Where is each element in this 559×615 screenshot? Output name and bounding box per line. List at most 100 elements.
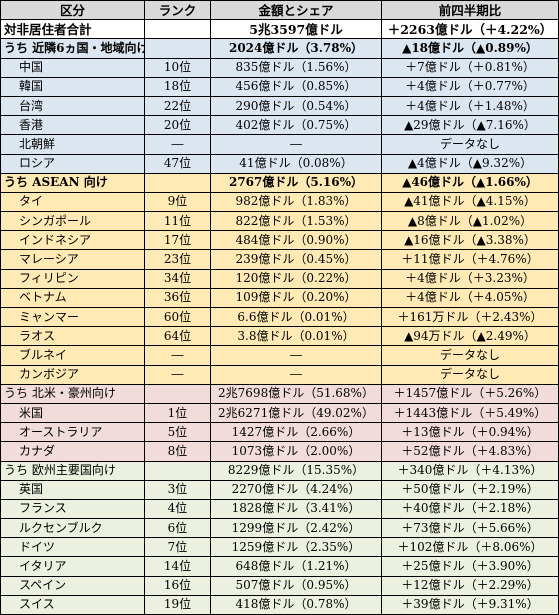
category-cell: イタリア <box>0 556 145 577</box>
amount-cell: 120億ドル（0.22%） <box>210 268 382 289</box>
category-cell: ミャンマー <box>0 306 145 328</box>
change-cell: ＋13億ドル（＋0.94%） <box>381 422 559 443</box>
category-cell: ベトナム <box>0 287 145 309</box>
table-row: 台湾 22位 290億ドル（0.54%） ＋4億ドル（＋1.48%） <box>0 95 559 117</box>
table-row: フランス 4位 1828億ドル（3.41%） ＋40億ドル（＋2.18%） <box>0 498 559 520</box>
header-row: 区分 ランク 金額とシェア 前四半期比 <box>0 0 559 21</box>
amount-cell: 2767億ドル（5.16%） <box>210 172 382 193</box>
table-row: 米国 1位 2兆6271億ドル（49.02%） ＋1443億ドル（＋5.49%） <box>0 402 559 424</box>
amount-cell: 3.8億ドル（0.01%） <box>210 326 382 347</box>
rank-cell: 14位 <box>144 556 211 577</box>
change-cell: ＋4億ドル（＋4.05%） <box>381 287 559 309</box>
amount-cell: 1828億ドル（3.41%） <box>210 498 382 520</box>
category-cell: 対非居住者合計 <box>0 19 145 40</box>
amount-cell: 2兆7698億ドル（51.68%） <box>210 383 382 404</box>
table-row: カンボジア ― ― データなし <box>0 364 559 385</box>
table-row: フィリピン 34位 120億ドル（0.22%） ＋4億ドル（＋3.23%） <box>0 268 559 289</box>
change-cell: ＋12億ドル（＋2.29%） <box>381 575 559 596</box>
rank-cell: 5位 <box>144 422 211 443</box>
total-row: 対非居住者合計 5兆3597億ドル ＋2263億ドル（＋4.22%） <box>0 19 559 40</box>
change-cell: ＋40億ドル（＋2.18%） <box>381 498 559 520</box>
change-cell: ＋39億ドル（＋9.31%） <box>381 594 559 615</box>
change-cell: ＋340億ドル（＋4.13%） <box>381 460 559 481</box>
change-cell: ▲16億ドル（▲3.38%） <box>381 230 559 251</box>
category-cell: ドイツ <box>0 537 145 558</box>
category-cell: カナダ <box>0 441 145 462</box>
table-row: ドイツ 7位 1259億ドル（2.35%） ＋102億ドル（＋8.06%） <box>0 537 559 558</box>
change-cell: データなし <box>381 364 559 385</box>
rank-cell: 8位 <box>144 441 211 462</box>
category-cell: うち 北米・豪州向け <box>0 383 145 404</box>
amount-cell: 8229億ドル（15.35%） <box>210 460 382 481</box>
category-cell: 韓国 <box>0 76 145 97</box>
category-cell: 米国 <box>0 402 145 424</box>
header-rank: ランク <box>144 0 211 21</box>
change-cell: ＋2263億ドル（＋4.22%） <box>381 19 559 40</box>
header-amount-share: 金額とシェア <box>210 0 382 21</box>
rank-cell: 19位 <box>144 594 211 615</box>
change-cell: ＋52億ドル（＋4.83%） <box>381 441 559 462</box>
category-cell: 北朝鮮 <box>0 134 145 155</box>
table-row: ルクセンブルク 6位 1299億ドル（2.42%） ＋73億ドル（＋5.66%） <box>0 518 559 539</box>
change-cell: データなし <box>381 134 559 155</box>
header-qoq-change: 前四半期比 <box>381 0 559 21</box>
rank-cell: 10位 <box>144 57 211 78</box>
table-row: ミャンマー 60位 6.6億ドル（0.01%） ＋161万ドル（＋2.43%） <box>0 306 559 328</box>
category-cell: フィリピン <box>0 268 145 289</box>
change-cell: ＋25億ドル（＋3.90%） <box>381 556 559 577</box>
amount-cell: 1427億ドル（2.66%） <box>210 422 382 443</box>
group-row: うち 近隣6ヵ国・地域向け 2024億ドル（3.78%） ▲18億ドル（▲0.89%… <box>0 38 559 59</box>
table-row: 香港 20位 402億ドル（0.75%） ▲29億ドル（▲7.16%） <box>0 115 559 136</box>
amount-cell: 109億ドル（0.20%） <box>210 287 382 309</box>
amount-cell: 2270億ドル（4.24%） <box>210 479 382 500</box>
category-cell: ラオス <box>0 326 145 347</box>
category-cell: 台湾 <box>0 95 145 117</box>
table-body: 対非居住者合計 5兆3597億ドル ＋2263億ドル（＋4.22%） うち 近隣6ヵ国… <box>0 19 559 615</box>
rank-cell: 7位 <box>144 537 211 558</box>
category-cell: カンボジア <box>0 364 145 385</box>
table-row: シンガポール 11位 822億ドル（1.53%） ▲8億ドル（▲1.02%） <box>0 211 559 232</box>
table-row: 英国 3位 2270億ドル（4.24%） ＋50億ドル（＋2.19%） <box>0 479 559 500</box>
change-cell: ＋11億ドル（＋4.76%） <box>381 249 559 270</box>
change-cell: ＋102億ドル（＋8.06%） <box>381 537 559 558</box>
category-cell: 英国 <box>0 479 145 500</box>
category-cell: 香港 <box>0 115 145 136</box>
rank-cell: 18位 <box>144 76 211 97</box>
rank-cell: 34位 <box>144 268 211 289</box>
amount-cell: 2兆6271億ドル（49.02%） <box>210 402 382 424</box>
change-cell: データなし <box>381 345 559 366</box>
rank-cell: 36位 <box>144 287 211 309</box>
amount-cell: 1299億ドル（2.42%） <box>210 518 382 539</box>
category-cell: ルクセンブルク <box>0 518 145 539</box>
amount-cell: ― <box>210 134 382 155</box>
rank-cell: 17位 <box>144 230 211 251</box>
table-row: スペイン 16位 507億ドル（0.95%） ＋12億ドル（＋2.29%） <box>0 575 559 596</box>
rank-cell: 1位 <box>144 402 211 424</box>
category-cell: インドネシア <box>0 230 145 251</box>
rank-cell: 4位 <box>144 498 211 520</box>
table-row: オーストラリア 5位 1427億ドル（2.66%） ＋13億ドル（＋0.94%） <box>0 422 559 443</box>
table-row: ブルネイ ― ― データなし <box>0 345 559 366</box>
change-cell: ▲41億ドル（▲4.15%） <box>381 191 559 213</box>
change-cell: ＋1443億ドル（＋5.49%） <box>381 402 559 424</box>
change-cell: ＋161万ドル（＋2.43%） <box>381 306 559 328</box>
category-cell: ブルネイ <box>0 345 145 366</box>
change-cell: ▲4億ドル（▲9.32%） <box>381 153 559 174</box>
header-category: 区分 <box>0 0 145 21</box>
change-cell: ▲46億ドル（▲1.66%） <box>381 172 559 193</box>
rank-cell: 60位 <box>144 306 211 328</box>
rank-cell: 20位 <box>144 115 211 136</box>
amount-cell: 402億ドル（0.75%） <box>210 115 382 136</box>
change-cell: ＋50億ドル（＋2.19%） <box>381 479 559 500</box>
table-row: ラオス 64位 3.8億ドル（0.01%） ▲94万ドル（▲2.49%） <box>0 326 559 347</box>
category-cell: うち 欧州主要国向け <box>0 460 145 481</box>
rank-cell: 22位 <box>144 95 211 117</box>
amount-cell: 239億ドル（0.45%） <box>210 249 382 270</box>
table-row: インドネシア 17位 484億ドル（0.90%） ▲16億ドル（▲3.38%） <box>0 230 559 251</box>
category-cell: ロシア <box>0 153 145 174</box>
rank-cell: 11位 <box>144 211 211 232</box>
rank-cell: ― <box>144 364 211 385</box>
amount-cell: 456億ドル（0.85%） <box>210 76 382 97</box>
rank-cell: 16位 <box>144 575 211 596</box>
table-row: 韓国 18位 456億ドル（0.85%） ＋4億ドル（＋0.77%） <box>0 76 559 97</box>
